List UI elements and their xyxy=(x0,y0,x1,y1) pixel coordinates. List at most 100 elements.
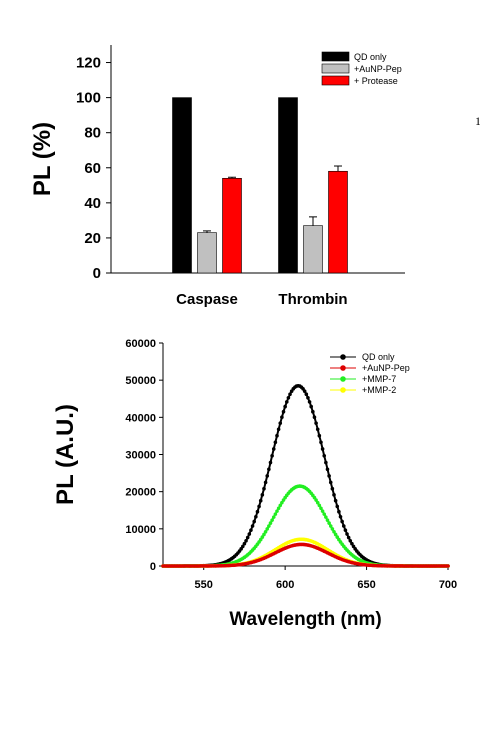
series-point xyxy=(281,409,286,414)
series-point xyxy=(328,524,333,528)
y-tick-label: 80 xyxy=(84,125,101,142)
series-point xyxy=(343,528,348,532)
series-point xyxy=(332,493,336,497)
bar xyxy=(172,97,192,274)
series-point xyxy=(260,493,265,497)
series-point xyxy=(271,447,276,451)
series-point xyxy=(250,524,255,528)
series-point xyxy=(249,528,253,532)
y-tick-label: 120 xyxy=(76,55,101,72)
legend-swatch xyxy=(321,51,350,62)
y-tick-label: 40 xyxy=(84,195,101,212)
series-point xyxy=(242,541,247,546)
series-point xyxy=(271,515,276,519)
series-point xyxy=(333,532,338,537)
series-point xyxy=(270,518,274,522)
series-point xyxy=(273,440,278,445)
series-point xyxy=(273,512,278,516)
series-point xyxy=(276,506,281,511)
y-tick-label: 60 xyxy=(84,160,101,177)
series-point xyxy=(330,527,335,531)
series-point xyxy=(320,447,325,451)
series-point xyxy=(348,538,353,543)
category-label: Thrombin xyxy=(278,291,347,308)
bar xyxy=(278,97,298,274)
series-point xyxy=(340,519,344,524)
series-point xyxy=(317,433,322,438)
y-tick-label: 0 xyxy=(93,265,101,282)
series-point xyxy=(333,498,338,503)
series-point xyxy=(283,404,287,409)
series-point xyxy=(314,421,318,425)
series-point xyxy=(324,460,328,465)
series-point xyxy=(252,519,256,524)
y-axis-label: PL (%) xyxy=(29,122,56,196)
series-point xyxy=(262,486,266,491)
series-point xyxy=(312,415,317,420)
series-point xyxy=(268,521,273,525)
series-point xyxy=(338,514,343,519)
y-tick-label: 0 xyxy=(150,561,156,573)
series-point xyxy=(280,415,284,420)
series-point xyxy=(304,392,309,396)
series-point xyxy=(244,538,248,543)
x-axis-label: Wavelength (nm) xyxy=(229,609,381,630)
legend-label: +AuNP-Pep xyxy=(354,64,402,74)
series-point xyxy=(302,389,307,393)
series-point xyxy=(327,474,331,478)
y-tick-label: 100 xyxy=(76,90,101,107)
series-point xyxy=(306,395,310,400)
series-point xyxy=(258,498,263,503)
legend-label: QD only xyxy=(354,52,387,62)
series-point xyxy=(257,504,261,509)
series-point xyxy=(247,532,252,536)
series-point xyxy=(319,440,323,445)
series-point xyxy=(314,498,318,502)
series-point xyxy=(315,427,320,432)
legend-marker xyxy=(340,354,346,360)
series-point xyxy=(245,535,250,540)
series-point xyxy=(345,532,349,536)
legend-marker xyxy=(340,376,346,382)
series-point xyxy=(350,541,354,546)
series-point xyxy=(265,527,270,531)
series-point xyxy=(254,514,258,519)
bar xyxy=(222,177,242,274)
page-fragment: 1 xyxy=(475,114,480,128)
series-point xyxy=(263,480,268,485)
series-point xyxy=(275,433,279,438)
x-tick-label: 700 xyxy=(439,579,457,591)
legend-label: +AuNP-Pep xyxy=(362,363,410,373)
series-point xyxy=(309,404,314,409)
series-point xyxy=(276,427,281,432)
series-point xyxy=(307,400,312,404)
series-point xyxy=(275,509,279,513)
series-point xyxy=(330,486,335,491)
y-tick-label: 10000 xyxy=(125,524,156,536)
series-point xyxy=(322,512,327,516)
bar-chart: 0 20 40 60 80 100 120 PL (%) Caspase Thrombin QD o… xyxy=(29,45,405,308)
series-point xyxy=(278,421,283,425)
series-point xyxy=(335,504,340,509)
series-point xyxy=(325,467,330,472)
legend-marker xyxy=(340,365,346,371)
bar xyxy=(303,225,323,274)
series-point xyxy=(286,395,291,400)
legend-marker xyxy=(340,387,346,393)
series-point xyxy=(278,503,283,508)
series-point xyxy=(267,524,271,528)
series-point xyxy=(288,392,292,396)
bar xyxy=(328,170,348,274)
series-point xyxy=(267,467,271,472)
series-point xyxy=(328,480,333,485)
y-axis-label: PL (A.U.) xyxy=(52,404,79,505)
series-point xyxy=(265,474,270,478)
series-point xyxy=(325,518,330,522)
legend-label: QD only xyxy=(362,352,395,362)
y-tick-label: 60000 xyxy=(125,338,156,350)
legend-swatch xyxy=(321,63,350,74)
legend-swatch xyxy=(321,75,350,86)
series-point xyxy=(268,460,273,465)
series-point xyxy=(263,529,268,534)
